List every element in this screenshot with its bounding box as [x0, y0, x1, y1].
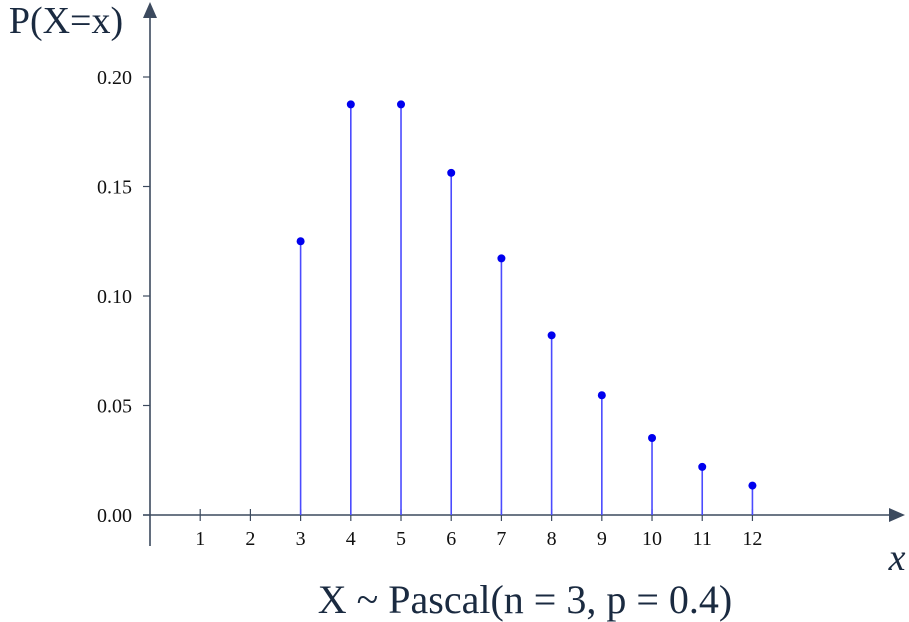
x-axis-arrow-icon [889, 508, 905, 522]
data-point [698, 462, 707, 471]
x-tick-label: 3 [296, 528, 306, 550]
axes [143, 2, 905, 546]
stems [296, 100, 757, 515]
data-point [497, 254, 506, 263]
y-tick-label: 0.20 [97, 67, 132, 89]
x-tick-label: 9 [597, 528, 607, 550]
x-tick-label: 4 [346, 528, 356, 550]
x-tick-label: 2 [245, 528, 255, 550]
y-tick-label: 0.05 [97, 396, 132, 418]
x-tick-label: 11 [693, 528, 712, 550]
y-ticks: 0.00 0.05 0.10 0.15 0.20 [97, 67, 150, 527]
data-point [648, 434, 657, 443]
y-tick-label: 0.00 [97, 505, 132, 527]
data-point [447, 168, 456, 177]
x-tick-label: 10 [642, 528, 662, 550]
x-axis-title: x [888, 537, 906, 579]
y-axis-arrow-icon [143, 2, 157, 18]
x-tick-label: 6 [446, 528, 456, 550]
y-axis-title: P(X=x) [9, 0, 123, 42]
data-point [748, 481, 757, 490]
data-point [296, 237, 305, 246]
x-tick-label: 1 [195, 528, 205, 550]
data-point [346, 100, 355, 109]
data-point [547, 331, 556, 340]
chart-caption: X ~ Pascal(n = 3, p = 0.4) [318, 577, 732, 622]
data-point [597, 391, 606, 400]
data-point [397, 100, 406, 109]
x-tick-label: 8 [547, 528, 557, 550]
x-tick-label: 12 [742, 528, 762, 550]
y-tick-label: 0.15 [97, 177, 132, 199]
x-tick-label: 7 [496, 528, 506, 550]
x-tick-label: 5 [396, 528, 406, 550]
y-tick-label: 0.10 [97, 286, 132, 308]
